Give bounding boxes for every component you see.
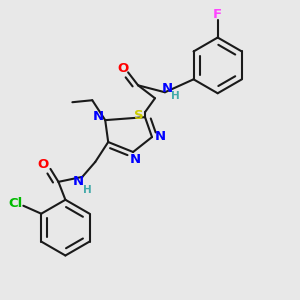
Text: H: H <box>83 185 92 195</box>
Text: N: N <box>154 130 166 142</box>
Text: N: N <box>130 154 141 166</box>
Text: S: S <box>134 109 144 122</box>
Text: H: H <box>170 91 179 101</box>
Text: N: N <box>73 176 84 188</box>
Text: O: O <box>38 158 49 171</box>
Text: F: F <box>213 8 222 21</box>
Text: O: O <box>118 62 129 75</box>
Text: N: N <box>93 110 104 123</box>
Text: N: N <box>161 82 172 95</box>
Text: Cl: Cl <box>8 197 22 210</box>
